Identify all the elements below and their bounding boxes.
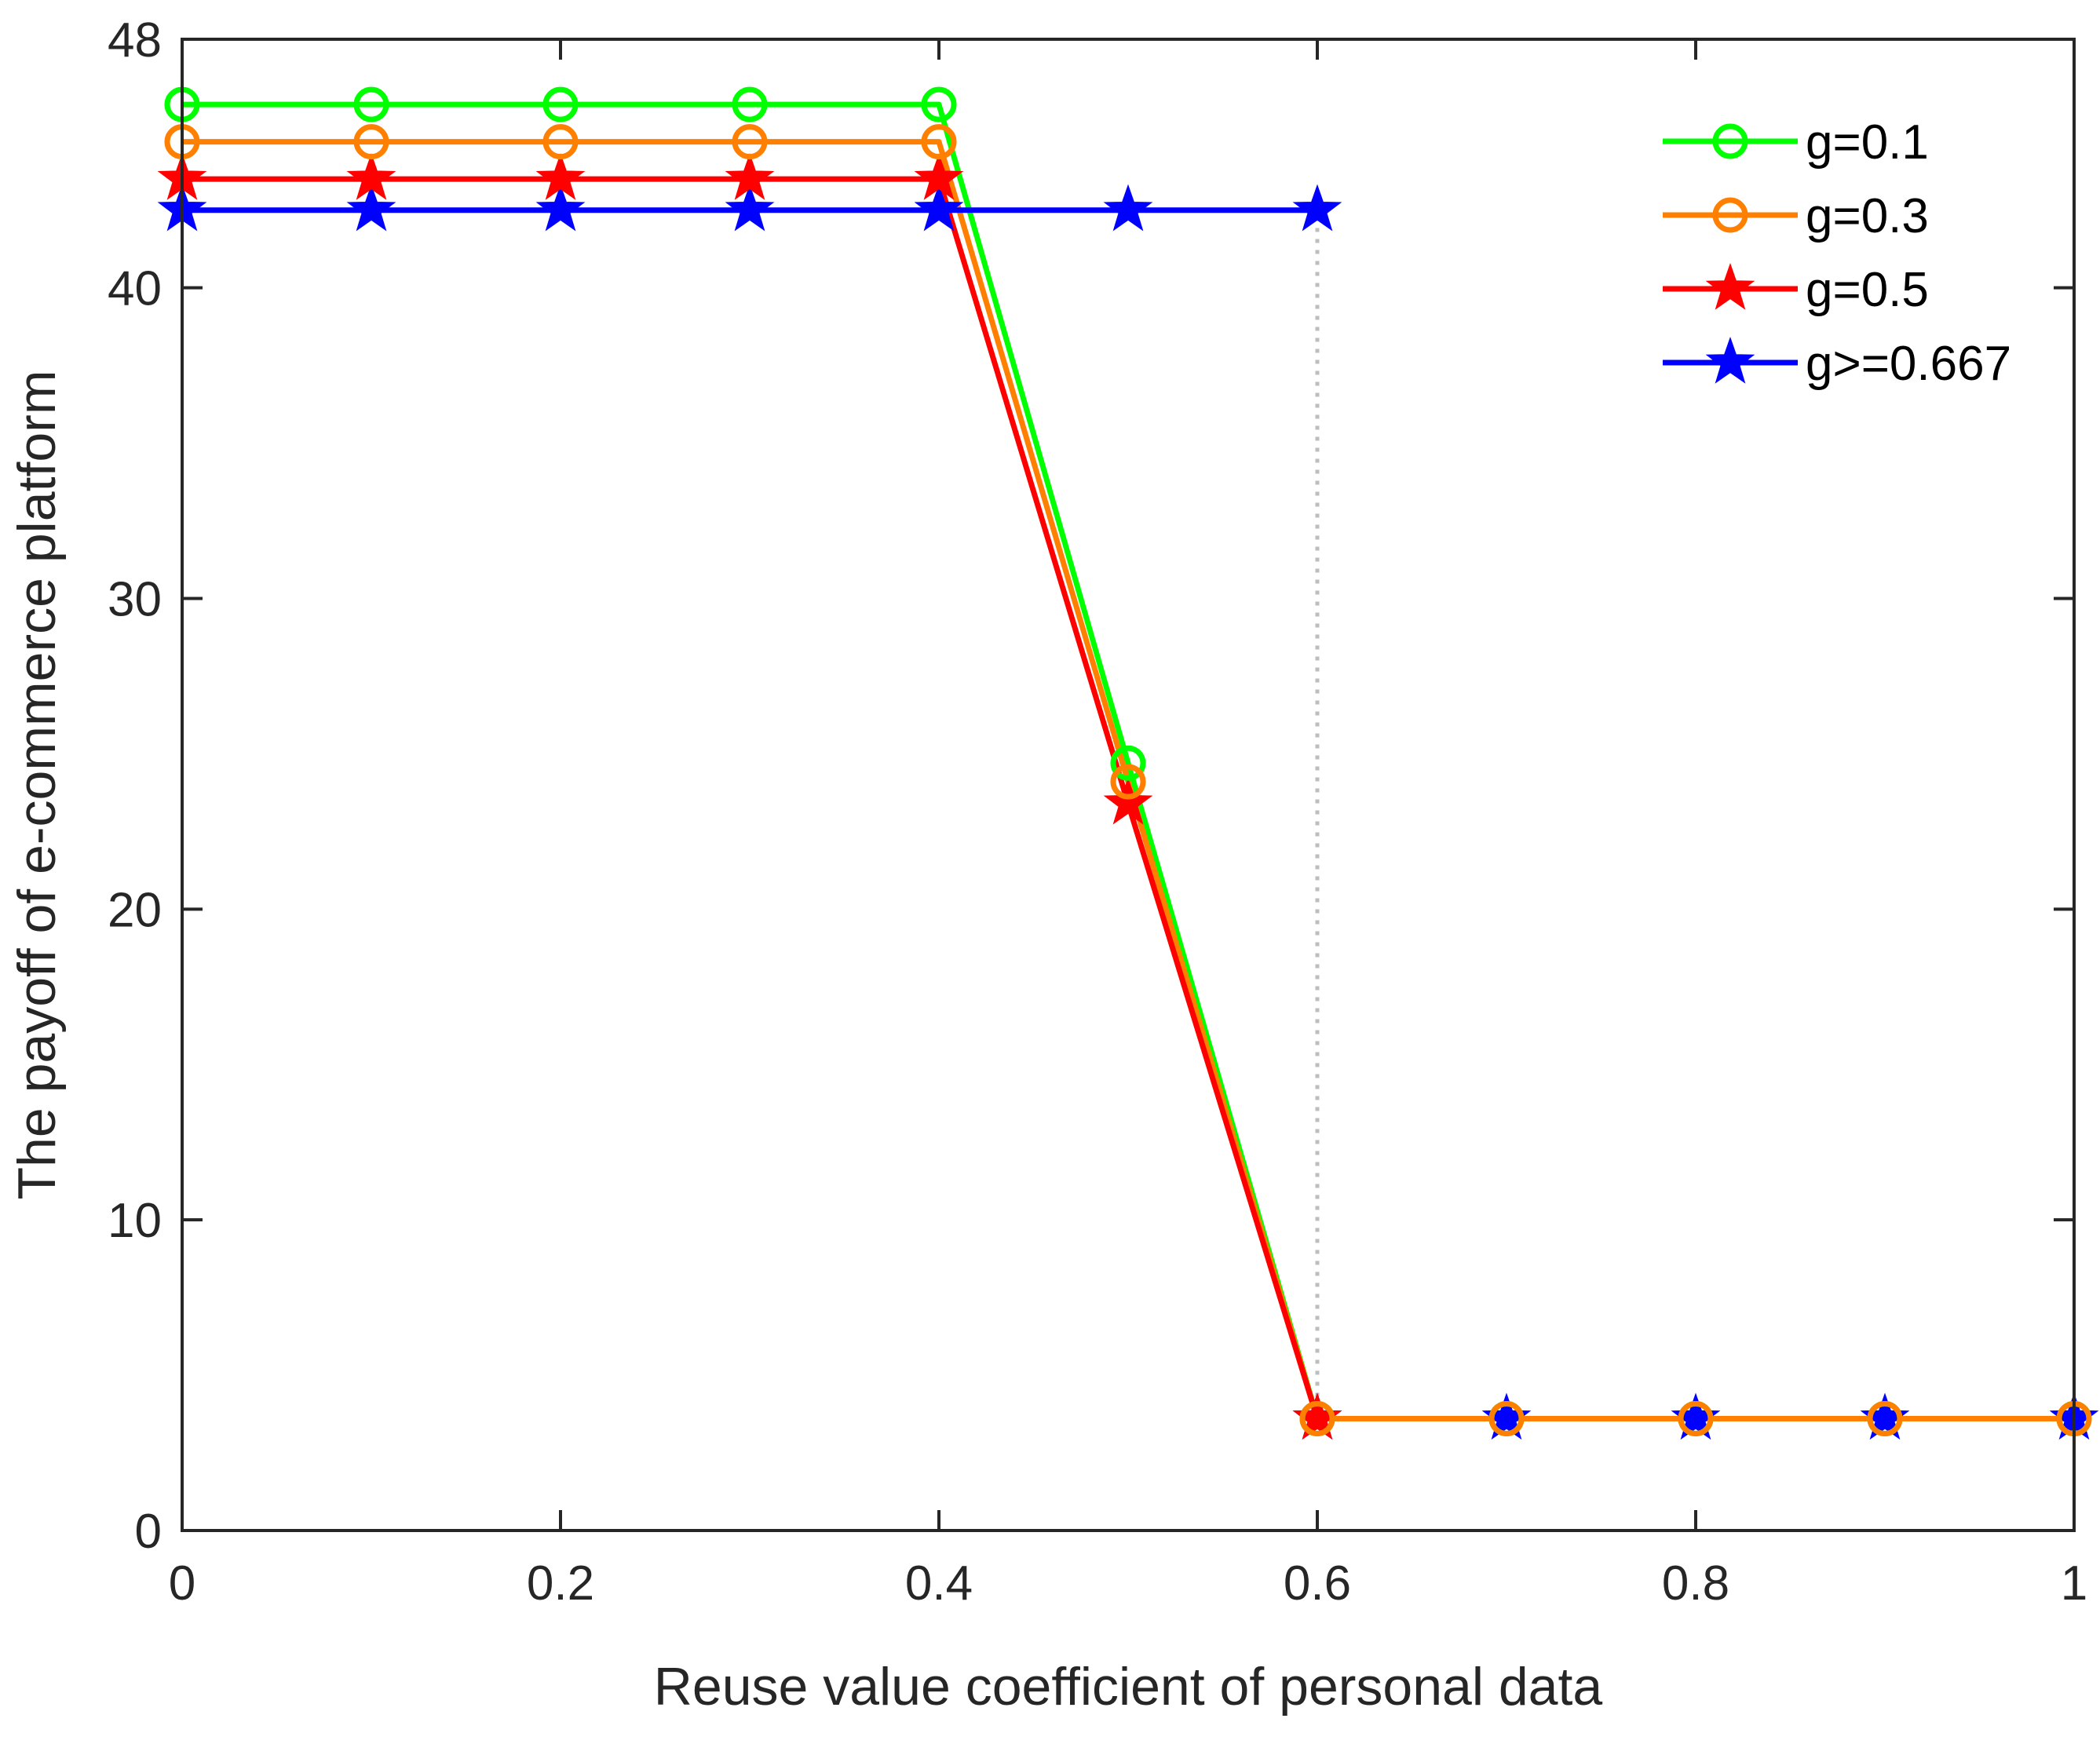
y-tick-label: 0 bbox=[135, 1505, 162, 1559]
data-point-s1-6 bbox=[1299, 1401, 1335, 1436]
data-point-s1-2 bbox=[542, 124, 579, 160]
data-point-s2-6 bbox=[1292, 1392, 1342, 1440]
y-tick-label: 40 bbox=[108, 262, 162, 316]
data-layer bbox=[157, 86, 2099, 1440]
data-point-s1-5 bbox=[1110, 764, 1146, 800]
legend-label-3: g>=0.667 bbox=[1806, 337, 2011, 391]
data-point-s3-1 bbox=[346, 184, 396, 232]
y-tick-label: 30 bbox=[108, 573, 162, 627]
data-point-s0-2 bbox=[542, 86, 579, 122]
x-tick-label: 1 bbox=[2061, 1556, 2087, 1611]
data-point-s4-2 bbox=[1671, 1392, 1721, 1440]
x-tick-label: 0.8 bbox=[1662, 1556, 1729, 1611]
x-tick-label: 0.6 bbox=[1284, 1556, 1351, 1611]
legend-label-0: g=0.1 bbox=[1806, 115, 1929, 170]
y-tick-label: 20 bbox=[108, 883, 162, 937]
legend-label-2: g=0.5 bbox=[1806, 263, 1929, 317]
data-point-s1-4 bbox=[921, 124, 957, 160]
data-point-s0-4 bbox=[921, 86, 957, 122]
legend-marker-2 bbox=[1705, 262, 1755, 310]
data-point-s2-3 bbox=[725, 153, 775, 200]
data-point-s3-3 bbox=[725, 184, 775, 232]
data-point-s4-1 bbox=[1481, 1392, 1532, 1440]
data-point-s4-3 bbox=[1860, 1392, 1910, 1440]
x-tick-label: 0.4 bbox=[905, 1556, 973, 1611]
data-point-s2-2 bbox=[535, 153, 586, 200]
x-tick-label: 0 bbox=[169, 1556, 195, 1611]
data-point-s3-5 bbox=[1103, 184, 1153, 232]
legend-marker-3 bbox=[1705, 336, 1755, 384]
legend-label-1: g=0.3 bbox=[1806, 189, 1929, 243]
data-point-s1-1 bbox=[353, 124, 389, 160]
data-point-s2-4 bbox=[914, 153, 964, 200]
data-point-s3-6 bbox=[1292, 184, 1342, 232]
data-point-s1-7 bbox=[1488, 1401, 1525, 1436]
data-point-s3-4 bbox=[914, 184, 964, 232]
data-point-s2-1 bbox=[346, 153, 396, 200]
plot-box bbox=[181, 38, 2076, 1532]
x-axis-title: Reuse value coefficient of personal data bbox=[654, 1657, 1603, 1717]
axes-frame bbox=[181, 38, 2076, 1532]
x-tick-label: 0.2 bbox=[527, 1556, 594, 1611]
y-tick-label: 10 bbox=[108, 1194, 162, 1248]
data-point-s0-5 bbox=[1110, 745, 1146, 781]
data-point-s1-8 bbox=[1678, 1401, 1714, 1436]
data-point-s2-5 bbox=[1103, 777, 1153, 825]
data-point-s0-1 bbox=[353, 86, 389, 122]
data-point-s1-9 bbox=[1867, 1401, 1903, 1436]
legend: g=0.1 g=0.3 g=0.5 g>=0.667 bbox=[1663, 115, 2011, 391]
data-point-s3-2 bbox=[535, 184, 586, 232]
data-point-s1-3 bbox=[732, 124, 768, 160]
y-axis-title: The payoff of e-commerce platform bbox=[7, 370, 67, 1200]
legend-marker-1 bbox=[1712, 197, 1748, 233]
data-point-s0-3 bbox=[732, 86, 768, 122]
legend-marker-0 bbox=[1712, 123, 1748, 159]
y-tick-label: 48 bbox=[108, 13, 162, 67]
